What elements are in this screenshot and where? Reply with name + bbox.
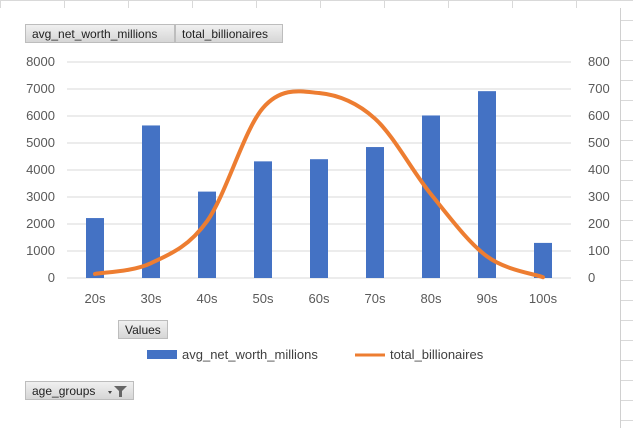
y-right-tick-label: 300 xyxy=(588,189,610,204)
field-button-total-billionaires[interactable]: total_billionaires xyxy=(175,24,283,43)
y-right-tick-label: 600 xyxy=(588,108,610,123)
x-tick-label: 40s xyxy=(197,291,218,306)
bar xyxy=(142,125,160,278)
x-tick-label: 30s xyxy=(141,291,162,306)
y-right-tick-label: 100 xyxy=(588,243,610,258)
x-tick-label: 90s xyxy=(477,291,498,306)
x-tick-label: 50s xyxy=(253,291,274,306)
bar xyxy=(198,191,216,278)
age-groups-label: age_groups xyxy=(32,384,96,398)
bar xyxy=(254,161,272,278)
legend-label-avg-net-worth: avg_net_worth_millions xyxy=(182,347,318,362)
field-button-age-groups[interactable]: age_groups xyxy=(25,381,134,400)
y-right-tick-label: 400 xyxy=(588,162,610,177)
bar xyxy=(534,242,552,278)
x-tick-label: 20s xyxy=(85,291,106,306)
field-button-avg-net-worth[interactable]: avg_net_worth_millions xyxy=(25,24,175,43)
line-series xyxy=(93,89,545,280)
legend-label-total-billionaires: total_billionaires xyxy=(390,347,484,362)
filter-dropdown[interactable] xyxy=(108,385,128,398)
x-tick-label: 80s xyxy=(421,291,442,306)
y-left-tick-label: 8000 xyxy=(26,54,55,69)
legend: avg_net_worth_millions total_billionaire… xyxy=(147,347,484,362)
filter-funnel-icon xyxy=(108,386,127,397)
y-left-tick-label: 1000 xyxy=(26,243,55,258)
legend-swatch-avg-net-worth xyxy=(147,350,177,359)
y-left-tick-label: 6000 xyxy=(26,108,55,123)
y-left-tick-label: 4000 xyxy=(26,162,55,177)
y-left-tick-label: 5000 xyxy=(26,135,55,150)
y-right-tick-label: 200 xyxy=(588,216,610,231)
y-left-tick-label: 3000 xyxy=(26,189,55,204)
y-left-tick-label: 0 xyxy=(48,270,55,285)
y-left-tick-label: 2000 xyxy=(26,216,55,231)
x-tick-label: 70s xyxy=(365,291,386,306)
bar xyxy=(86,218,104,278)
y-right-tick-label: 700 xyxy=(588,81,610,96)
y-right-tick-label: 500 xyxy=(588,135,610,150)
field-button-values[interactable]: Values xyxy=(118,320,168,339)
y-right-tick-label: 0 xyxy=(588,270,595,285)
axis-ticks: 0 0 1000 100 2000 200 3000 300 4000 400 5000 500 600… xyxy=(26,54,610,306)
bar xyxy=(366,147,384,278)
x-tick-label: 100s xyxy=(529,291,558,306)
bar-series xyxy=(86,91,552,279)
y-right-tick-label: 800 xyxy=(588,54,610,69)
bar xyxy=(478,91,496,278)
x-tick-label: 60s xyxy=(309,291,330,306)
bar xyxy=(310,159,328,278)
y-left-tick-label: 7000 xyxy=(26,81,55,96)
